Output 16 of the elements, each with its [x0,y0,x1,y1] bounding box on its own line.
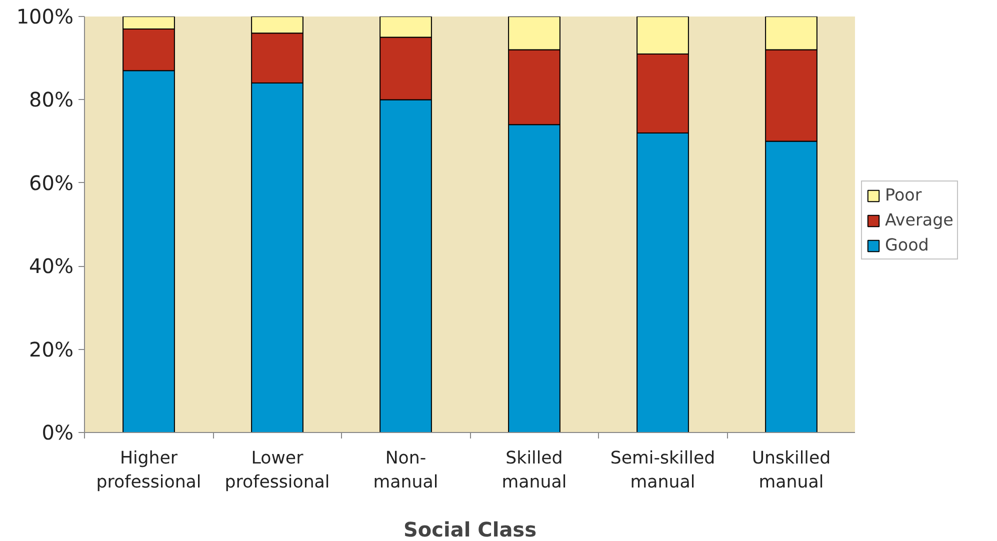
y-tick-label: 0% [42,420,74,444]
y-tick-label: 100% [16,4,74,28]
x-tick-label: Non-manual [373,448,438,492]
x-axis-title: Social Class [403,518,537,541]
y-tick-label: 80% [29,88,74,112]
legend-label: Poor [885,186,922,204]
y-tick-label: 60% [29,170,74,195]
x-tick-label: Higher professional [96,448,202,492]
x-tick-label: Semi-skilled manual [610,448,716,492]
y-tick-label: 20% [29,337,74,362]
y-tick-label: 40% [29,254,74,278]
x-tick-label: Unskilled manual [752,448,831,492]
x-tick-label: Skilled manual [502,448,567,492]
legend-label: Average [885,210,954,230]
x-tick-label: Lower professional [224,448,330,492]
legend-label: Good [885,236,929,254]
